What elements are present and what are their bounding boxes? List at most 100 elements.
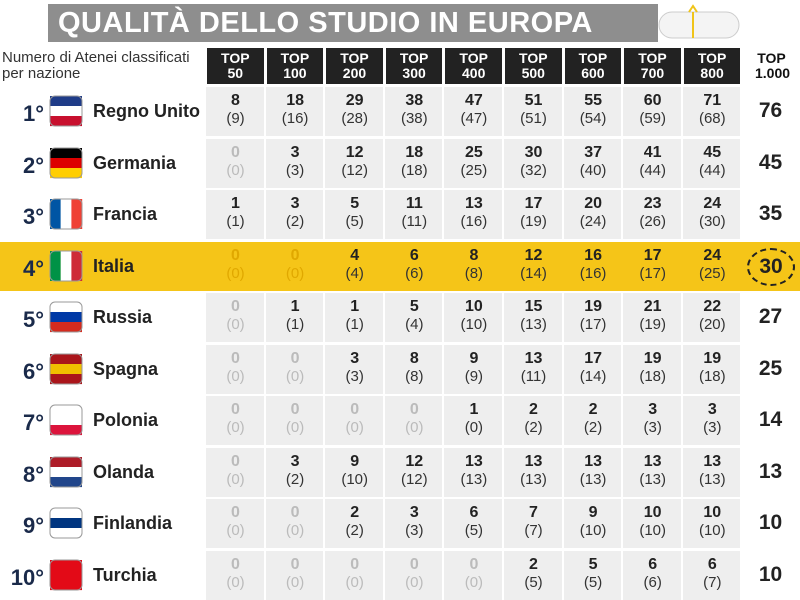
- cell-previous: (0): [285, 522, 305, 539]
- cell-background: [563, 190, 622, 239]
- table-cell: 22 (20): [683, 298, 742, 334]
- table-cell: 0 (0): [266, 401, 325, 437]
- cell-previous: (0): [345, 419, 364, 436]
- table-cell: 4 (4): [325, 247, 384, 283]
- title: QUALITÀ DELLO STUDIO IN EUROPA: [48, 4, 658, 42]
- cell-value: 17: [643, 246, 662, 264]
- table-cell: 13 (13): [444, 453, 503, 489]
- cell-background: [265, 550, 324, 600]
- cell-value: 2: [350, 504, 360, 521]
- country-name: Turchia: [93, 564, 157, 585]
- cell-value: 45: [703, 143, 722, 161]
- cell-previous: (12): [400, 470, 428, 488]
- cell-background: [682, 190, 741, 239]
- table-row: 10° Turchia 0 (0) 0 (0) 0 (0) 0 (0) 0 (0) 2 (5) 5 (5) 6(…: [0, 550, 800, 600]
- total-value: 13: [758, 459, 783, 483]
- table-cell: 3 (2): [266, 195, 325, 231]
- cell-background: [444, 396, 502, 445]
- table-cell: 37 (40): [564, 144, 623, 180]
- cell-value: 41: [643, 143, 662, 161]
- cell-background: [384, 138, 443, 188]
- cell-value: 13: [584, 452, 602, 470]
- cell-background: [504, 138, 562, 188]
- rank: 6°: [22, 358, 44, 384]
- cell-value: 0: [231, 349, 240, 367]
- total-value: 30: [747, 247, 795, 286]
- cell-previous: (59): [639, 110, 667, 127]
- cell-previous: (5): [345, 213, 364, 230]
- cell-value: 2: [588, 401, 598, 418]
- cell-previous: (8): [464, 264, 484, 282]
- cell-previous: (0): [464, 573, 484, 591]
- table-cell: 5 (5): [325, 195, 384, 231]
- column-header: TOP 700: [624, 48, 681, 84]
- cell-background: [206, 550, 264, 600]
- cell-value: 17: [584, 349, 602, 367]
- cell-background: [504, 190, 562, 239]
- cell-value: 19: [643, 349, 662, 367]
- cell-background: [563, 447, 622, 497]
- cell-previous: (12): [341, 161, 369, 179]
- table-cell: 11 (11): [385, 195, 444, 231]
- cell-previous: (0): [285, 419, 305, 436]
- cell-previous: (0): [226, 161, 245, 179]
- rank: 8°: [22, 461, 44, 487]
- cell-previous: (0): [285, 264, 305, 282]
- cell-background: [623, 190, 681, 239]
- table-cell: 0 (0): [325, 556, 384, 592]
- cell-value: 12: [345, 143, 364, 161]
- cell-background: [504, 396, 562, 445]
- table-row: 9° Finlandia 0 (0) 0 (0) 2 (2) 3 (3) 6 (5) 7 (7) 9 (10)…: [0, 499, 800, 548]
- cell-value: 71: [703, 92, 722, 109]
- cell-value: 0: [290, 555, 300, 573]
- cell-background: [682, 499, 741, 548]
- cell-background: [682, 396, 741, 445]
- cell-previous: (10): [460, 316, 488, 333]
- table-cell: 45 (44): [683, 144, 742, 180]
- cell-value: 3: [290, 452, 300, 470]
- cell-previous: (38): [400, 110, 428, 127]
- cell-previous: (19): [520, 213, 547, 230]
- cell-value: 29: [345, 92, 364, 109]
- cell-previous: (25): [698, 264, 726, 282]
- cell-background: [265, 396, 324, 445]
- column-header: TOP 600: [564, 48, 622, 84]
- cell-background: [682, 550, 741, 600]
- cell-value: 47: [464, 92, 483, 109]
- table-cell: 13 (16): [444, 195, 503, 231]
- country-name: Regno Unito: [93, 101, 200, 121]
- cell-value: 9: [350, 452, 360, 470]
- table-cell: 60 (59): [623, 92, 682, 128]
- cell-value: 51: [524, 92, 543, 109]
- cell-value: 19: [584, 298, 602, 315]
- table-cell: 8 (8): [444, 247, 503, 283]
- cell-previous: (0): [345, 573, 364, 591]
- table-cell: 0 (0): [266, 504, 325, 540]
- table-cell: 10 (10): [683, 504, 742, 540]
- cell-value: 6: [409, 246, 419, 264]
- rank: 4°: [22, 255, 44, 281]
- cell-background: [325, 344, 383, 394]
- table-row: 6° Spagna 0 (0) 0 (0) 3 (3) 8 (8) 9 (9) 13 (11) 17 (14)…: [0, 344, 800, 394]
- cell-previous: (18): [400, 161, 428, 179]
- country-name: Olanda: [93, 461, 155, 482]
- total-value: 76: [758, 99, 783, 122]
- table-cell: 30 (32): [504, 144, 563, 180]
- cell-value: 0: [231, 504, 240, 521]
- rank: 3°: [22, 204, 44, 229]
- cell-value: 0: [231, 143, 240, 161]
- cell-background: [444, 447, 502, 497]
- table-cell: 16 (16): [564, 247, 623, 283]
- table-cell: 0 (0): [206, 247, 265, 283]
- cell-background: [265, 87, 324, 136]
- cell-value: 0: [231, 246, 240, 264]
- table-cell: 17 (17): [623, 247, 682, 283]
- cell-previous: (10): [639, 522, 667, 539]
- cell-previous: (14): [520, 264, 547, 282]
- rank: 2°: [22, 152, 44, 178]
- cell-background: [325, 293, 383, 342]
- cell-previous: (20): [698, 316, 726, 333]
- cell-value: 13: [524, 452, 543, 470]
- table-cell: 29 (28): [325, 92, 384, 128]
- cell-value: 9: [469, 349, 479, 367]
